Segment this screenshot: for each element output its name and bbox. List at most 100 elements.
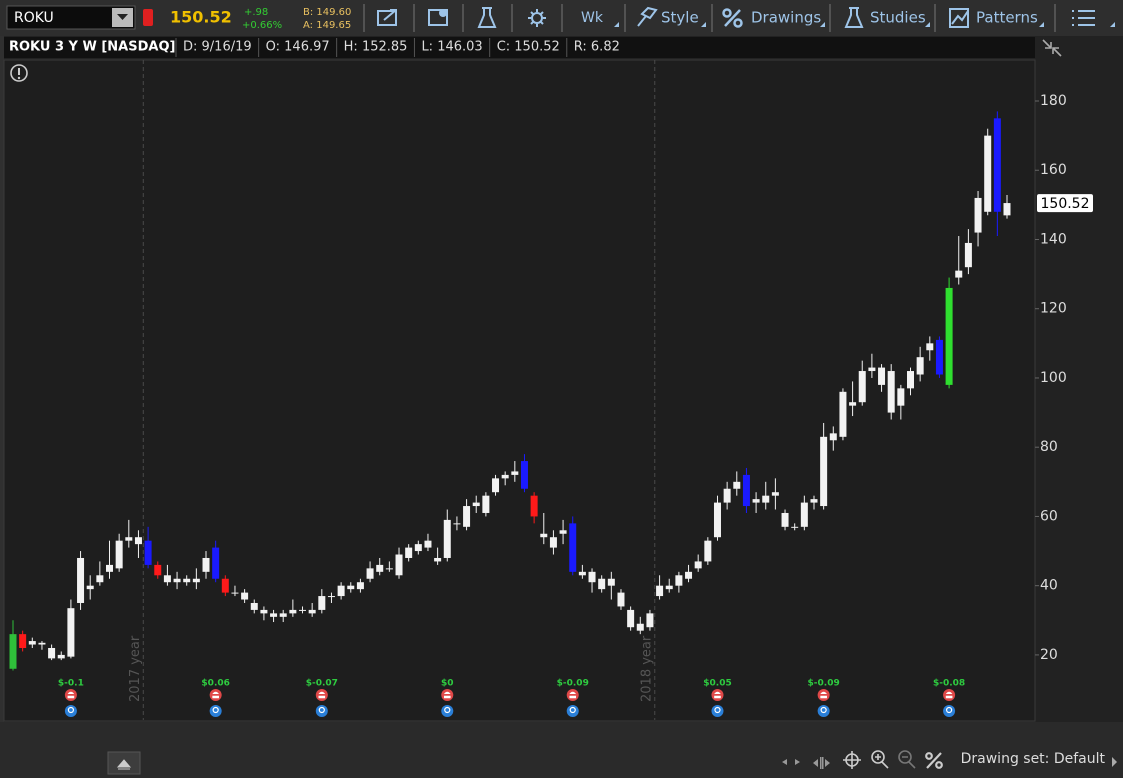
candle-body [656,585,664,597]
earnings-label: $0.06 [201,679,229,689]
earnings-icon [441,689,454,701]
zoom-controls[interactable] [782,757,830,769]
candle-body [839,391,847,437]
candle-body [96,575,104,583]
menu-icon[interactable] [1072,10,1095,26]
candle-body [86,585,94,590]
candle-body [993,118,1001,212]
header-field: O: 146.97 [266,40,330,55]
candle-body [405,547,413,558]
zoom-in-icon[interactable] [871,750,889,769]
candle-body [607,578,615,586]
candle-body [627,609,635,628]
y-tick-label: 160 [1040,162,1067,178]
candle-body [48,647,56,659]
expand-icon[interactable] [1042,39,1062,57]
candle-body [57,654,65,659]
chart-header [4,37,1035,58]
candle-body [270,613,278,617]
corner-arrow [820,22,825,27]
dividend-icon [315,705,328,717]
candle-body [617,592,625,607]
drawing-set-arrow[interactable] [1112,757,1117,767]
studies-icon[interactable] [844,7,864,28]
dividend-glyph [945,706,953,714]
earnings-label: $-0.07 [306,679,338,689]
candle-body [520,461,528,489]
candle-body [115,540,123,569]
menu-drawings[interactable]: Drawings [751,9,821,27]
zoom-out-icon[interactable] [898,750,916,769]
candle-body [887,371,895,413]
candle-body [347,585,355,590]
year-label: 2018 year [639,635,654,702]
percent-change: +0.66% [242,20,282,31]
scroll-icon [116,759,132,770]
candle-body [916,357,924,375]
dividend-glyph [820,706,827,714]
candle-body [414,544,422,552]
candle-body [858,371,866,403]
y-tick-label: 100 [1040,370,1067,386]
candle-body [38,642,46,645]
menu-studies[interactable]: Studies [870,9,926,27]
patterns-icon[interactable] [949,8,969,28]
earnings-label: $-0.09 [557,679,589,689]
style-icon[interactable] [637,6,658,27]
earnings-icon [943,689,956,701]
candle-body [849,402,857,406]
candle-body [955,270,963,278]
header-field: R: 6.82 [574,40,620,55]
share-icon[interactable] [377,9,397,26]
corner-arrow [1039,22,1044,27]
dividend-glyph [569,706,576,714]
aggregation-button[interactable]: Wk [581,10,619,27]
percent-icon[interactable] [722,8,743,28]
dividend-icon [817,705,830,717]
flask-icon[interactable] [477,7,497,28]
earnings-icon [566,689,579,701]
settings-icon[interactable] [528,9,546,27]
candle-body [154,564,162,576]
earnings-glyph [318,691,326,699]
aggregation[interactable]: Wk [581,10,604,26]
dividend-icon [441,705,454,717]
drawing-set[interactable]: Drawing set: Default [961,751,1106,767]
earnings-glyph [820,691,827,699]
info-icon[interactable] [10,64,28,82]
candle-body [443,519,451,558]
candle-body [434,557,442,562]
percent-icon[interactable] [925,752,943,769]
price-bubble-label: 150.52 [1041,196,1090,212]
candle-body [299,609,307,611]
dividend-icon [64,705,77,717]
menu-style[interactable]: Style [661,9,699,27]
candle-body [472,502,480,507]
menu-patterns[interactable]: Patterns [976,9,1038,27]
alert-badge[interactable] [143,9,153,26]
candle-body [569,523,577,572]
earnings-glyph [714,691,721,699]
candle-body [173,578,181,583]
candle-body [67,608,75,657]
crosshair-icon[interactable] [843,751,861,769]
candle-body [308,609,316,614]
dropdown-arrow [117,14,128,20]
plot: 20 40 60 80 100 120 140 160 180 2017 year 2018 yea… [9,60,1093,742]
ask: A: 149.65 [303,20,351,31]
symbol[interactable]: ROKU [14,10,54,26]
candle-body [9,634,17,669]
candle-body [501,474,509,479]
corner-arrow [1110,22,1115,27]
symbol-box[interactable] [6,5,136,30]
candle-body [318,596,326,610]
candle-body [144,540,152,565]
corner-arrow [701,22,706,27]
candle-body [781,512,789,527]
header-field: D: 9/16/19 [183,40,252,55]
candle-body [549,537,557,548]
detail-icon[interactable] [428,9,448,26]
candle-body [241,592,249,600]
candle-body [250,602,258,610]
candle-body [134,537,142,545]
